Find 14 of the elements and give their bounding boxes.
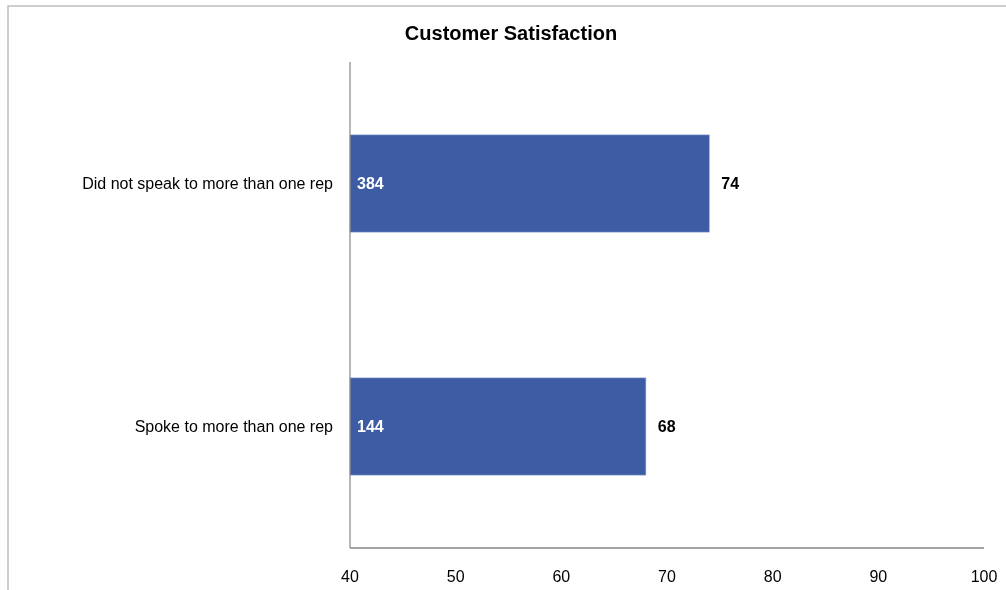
y-tick-label: Did not speak to more than one rep xyxy=(82,175,334,193)
annotation: 144 xyxy=(357,418,384,436)
data-label: 68 xyxy=(657,418,676,436)
annotation: 384 xyxy=(357,175,384,193)
x-tick-label: 90 xyxy=(869,568,888,585)
x-tick-label: 40 xyxy=(341,568,359,585)
data-label: 74 xyxy=(721,175,740,193)
x-tick-label: 100 xyxy=(970,568,998,585)
x-tick-label: 80 xyxy=(763,568,782,585)
x-tick-label: 70 xyxy=(658,568,676,585)
y-tick-label: Spoke to more than one rep xyxy=(134,418,334,436)
x-tick-label: 50 xyxy=(446,568,465,585)
x-tick-label: 60 xyxy=(552,568,571,585)
chart-title: Customer Satisfaction xyxy=(404,22,618,44)
